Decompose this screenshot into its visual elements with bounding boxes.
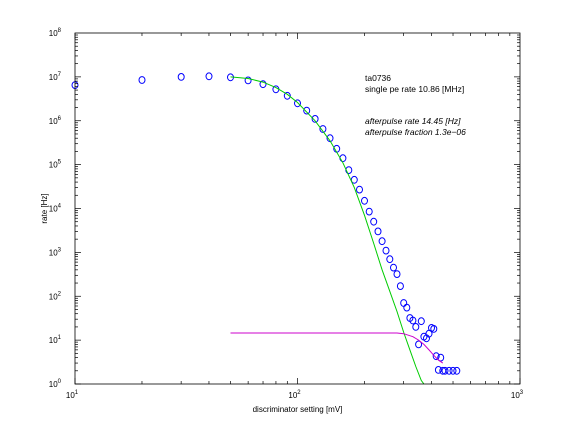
data-point-34 <box>415 340 423 349</box>
data-point-43 <box>437 353 445 362</box>
data-point-23 <box>378 237 386 246</box>
annotation-afterpulse-fraction: afterpulse fraction 1.3e−06 <box>365 127 466 137</box>
y-tick-label: 108 <box>49 28 62 38</box>
data-point-12 <box>319 125 327 133</box>
data-point-17 <box>350 175 358 184</box>
data-point-45 <box>441 366 449 375</box>
data-point-41 <box>432 352 440 361</box>
annotation-afterpulse-rate: afterpulse rate 14.45 [Hz] <box>365 116 461 126</box>
data-point-40 <box>430 325 438 333</box>
data-point-33 <box>412 323 420 331</box>
data-point-26 <box>390 263 397 272</box>
x-tick-label: 102 <box>288 390 301 400</box>
data-point-22 <box>374 227 382 236</box>
data-point-46 <box>445 366 453 375</box>
y-tick-label: 106 <box>49 116 62 126</box>
y-axis-label: rate [Hz] <box>40 193 49 223</box>
data-point-19 <box>361 196 368 205</box>
data-point-5 <box>244 76 252 85</box>
data-point-2 <box>177 73 185 81</box>
data-point-11 <box>311 115 319 123</box>
data-point-47 <box>449 366 457 375</box>
data-point-48 <box>453 366 461 375</box>
data-point-18 <box>356 185 363 194</box>
y-tick-label: 102 <box>49 291 62 301</box>
y-tick-label: 104 <box>49 204 62 214</box>
x-tick-label: 101 <box>66 390 79 400</box>
y-tick-label: 107 <box>49 72 62 82</box>
y-tick-label: 100 <box>49 379 62 389</box>
data-point-42 <box>434 366 442 374</box>
data-point-3 <box>205 72 213 81</box>
data-point-9 <box>294 99 301 108</box>
data-point-30 <box>403 303 411 312</box>
annotation-single-pe-rate: single pe rate 10.86 [MHz] <box>365 84 464 94</box>
annotation-run-id: ta0736 <box>365 73 391 83</box>
series-line-1 <box>230 76 425 385</box>
y-tick-label: 103 <box>49 247 62 257</box>
data-point-20 <box>365 207 373 216</box>
data-point-6 <box>259 80 267 89</box>
data-point-21 <box>370 217 378 226</box>
data-point-35 <box>417 317 425 326</box>
y-tick-label: 105 <box>49 160 62 170</box>
ticks-layer <box>74 33 521 385</box>
x-tick-label: 103 <box>511 390 524 400</box>
data-point-10 <box>303 106 311 115</box>
annotation-block: ta0736 single pe rate 10.86 [MHz] afterp… <box>365 73 466 137</box>
series-layer <box>71 72 461 385</box>
data-point-1 <box>138 76 146 84</box>
x-axis-label: discriminator setting [mV] <box>253 405 343 414</box>
y-tick-label: 101 <box>49 335 62 345</box>
labels-layer: 101 102 103 100 101 102 103 104 105 106 107 108 <box>49 28 524 400</box>
data-point-27 <box>393 270 401 279</box>
data-point-24 <box>382 246 390 255</box>
data-point-25 <box>386 255 394 264</box>
series-line-2 <box>230 332 444 364</box>
data-point-8 <box>283 91 291 100</box>
data-point-32 <box>409 316 417 325</box>
data-point-28 <box>396 282 404 291</box>
